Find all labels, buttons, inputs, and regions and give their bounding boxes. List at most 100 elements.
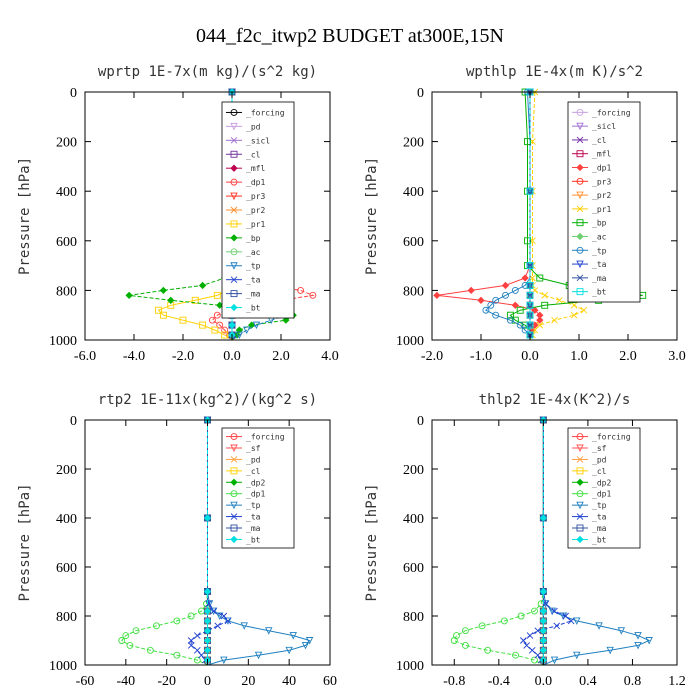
series-dp1 (118, 416, 211, 666)
y-tick-label: 800 (403, 610, 424, 625)
data-point (167, 296, 175, 304)
legend-entry: _dp1 (592, 490, 611, 499)
legend-entry: _dp2 (592, 478, 611, 487)
data-point (526, 262, 534, 269)
legend-box (567, 101, 641, 303)
y-tick-label: 1000 (396, 659, 424, 674)
data-point (216, 612, 224, 621)
legend-marker (576, 163, 584, 172)
data-point (173, 651, 181, 659)
y-tick-label: 400 (403, 512, 424, 527)
y-axis-label: Pressure [hPa] (364, 483, 380, 601)
legend-marker (576, 191, 584, 200)
data-point (187, 637, 195, 644)
data-point (526, 321, 534, 329)
data-point (153, 622, 160, 630)
legend: _forcing _sf _pd _cl _dp2 _dp1 _tp _ta _ma _bt (567, 427, 641, 549)
data-point (126, 641, 134, 649)
data-point (539, 607, 548, 615)
series-ta (519, 416, 575, 666)
data-point (570, 311, 578, 319)
data-point (526, 291, 534, 299)
data-point (573, 617, 581, 625)
data-point (531, 656, 538, 664)
legend-entry: _bt (592, 535, 607, 544)
legend-marker (576, 433, 584, 441)
legend-entry: _ma (246, 290, 261, 299)
data-point (541, 600, 550, 608)
legend-entry: _dp1 (592, 164, 611, 173)
legend-entry: _tp (246, 262, 261, 271)
y-tick-label: 800 (56, 284, 77, 299)
data-point (450, 637, 458, 644)
x-tick-label: 1.0 (570, 349, 588, 364)
data-point (539, 627, 548, 635)
data-point (220, 612, 228, 620)
legend: _forcing _sf _pd _cl _dp2 _dp1 _tp _ta _ma _bt (221, 427, 295, 549)
legend-entry: _ta (592, 260, 607, 269)
data-point (297, 286, 305, 294)
data-point (213, 291, 221, 299)
legend-entry: _forcing (246, 433, 285, 442)
data-point (193, 646, 201, 654)
y-tick-label: 600 (403, 235, 424, 250)
data-point (203, 636, 212, 645)
data-point (531, 306, 539, 314)
data-point (193, 632, 201, 639)
x-tick-label: -1.0 (470, 349, 492, 364)
data-point (606, 646, 614, 655)
legend-marker (576, 535, 584, 544)
data-point (122, 632, 130, 640)
data-point (539, 646, 548, 654)
data-point (516, 321, 524, 329)
y-tick-label: 200 (56, 463, 77, 478)
legend-entry: _forcing (246, 108, 285, 117)
data-point (500, 617, 508, 625)
x-tick-label: -0.8 (443, 674, 465, 689)
legend-entry: _ma (592, 274, 607, 283)
data-point (523, 642, 530, 649)
data-point (285, 646, 293, 655)
x-tick-label: 20 (241, 674, 255, 689)
series-line (157, 92, 233, 341)
legend-marker (576, 274, 584, 282)
data-point (213, 311, 221, 319)
data-point (461, 641, 469, 649)
data-point (521, 274, 529, 282)
data-point (224, 617, 232, 625)
series-bt (203, 416, 212, 665)
data-point (216, 321, 224, 329)
y-tick-label: 600 (403, 561, 424, 576)
data-point (521, 326, 529, 334)
panel-1: wprtp 1E-7x(m kg)/(s^2 kg) Pressure [hPa]… (17, 64, 339, 364)
legend-marker (576, 490, 584, 498)
data-point (228, 321, 236, 329)
data-point (254, 651, 263, 660)
data-point (539, 636, 548, 645)
data-point (482, 306, 490, 314)
data-point (155, 306, 162, 314)
data-point (492, 296, 500, 304)
legend-entry: _ac (592, 232, 607, 241)
data-point (526, 281, 534, 289)
legend-entry: _pd (246, 122, 261, 131)
x-tick-label: 1.2 (668, 674, 686, 689)
legend-marker (230, 178, 238, 186)
plot-frame (431, 91, 678, 341)
data-point (526, 292, 534, 299)
data-point (478, 622, 486, 630)
data-point (159, 286, 168, 295)
y-tick-label: 1000 (49, 334, 77, 349)
legend-marker (230, 276, 238, 283)
x-tick-label: 0.0 (223, 349, 241, 364)
legend-marker (576, 232, 584, 241)
data-point (539, 514, 548, 522)
data-point (224, 617, 232, 625)
data-point (487, 301, 495, 309)
data-point (132, 627, 140, 635)
data-point (221, 326, 229, 334)
y-axis-label: Pressure [hPa] (17, 157, 33, 275)
data-point (289, 632, 297, 640)
legend-entry: _pr2 (246, 206, 265, 215)
data-point (179, 316, 187, 324)
